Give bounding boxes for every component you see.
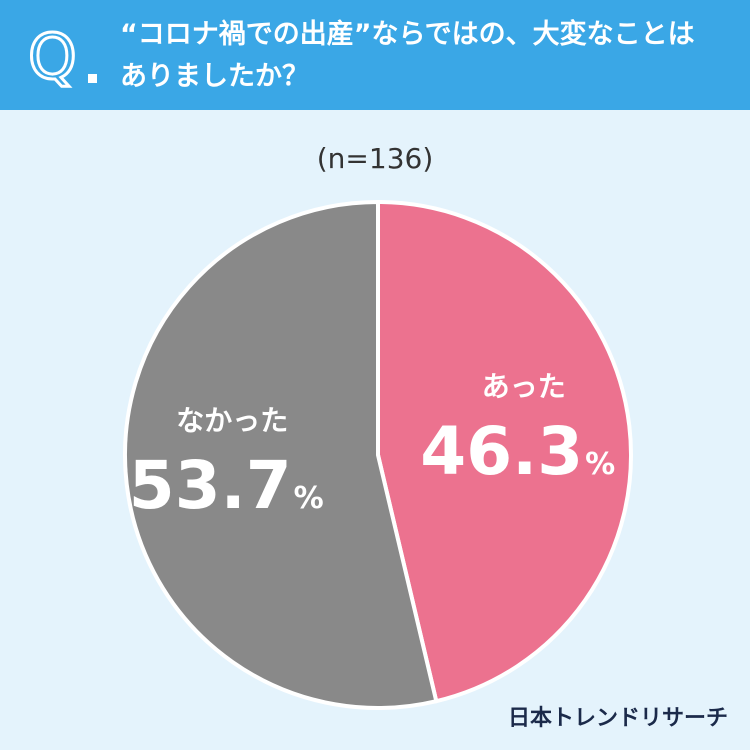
slice-value-unit: % [585, 447, 615, 482]
slice-value-unit: % [294, 481, 324, 516]
q-letter: Q [28, 20, 77, 92]
q-mark-icon: Q [27, 19, 97, 92]
question-line-2: ありましたか？ [120, 61, 309, 92]
slice-value-label: 53.7% [129, 447, 324, 524]
q-period-mark [88, 74, 97, 83]
question-header: Q “コロナ禍での出産”ならではの、大変なことは ありましたか？ [0, 0, 750, 110]
question-line-1: “コロナ禍での出産”ならではの、大変なことは [120, 19, 695, 50]
sample-size-label: (n=136) [316, 142, 434, 175]
slice-category-label: あった [482, 370, 566, 403]
slice-value-label: 46.3% [420, 413, 615, 490]
pie-slice-yes [376, 200, 633, 704]
brand-logo: 日本トレンドリサーチ [507, 706, 728, 731]
slice-category-label: なかった [176, 404, 288, 437]
question-text: “コロナ禍での出産”ならではの、大変なことは ありましたか？ [120, 14, 730, 98]
pie-slice-no [123, 200, 439, 710]
